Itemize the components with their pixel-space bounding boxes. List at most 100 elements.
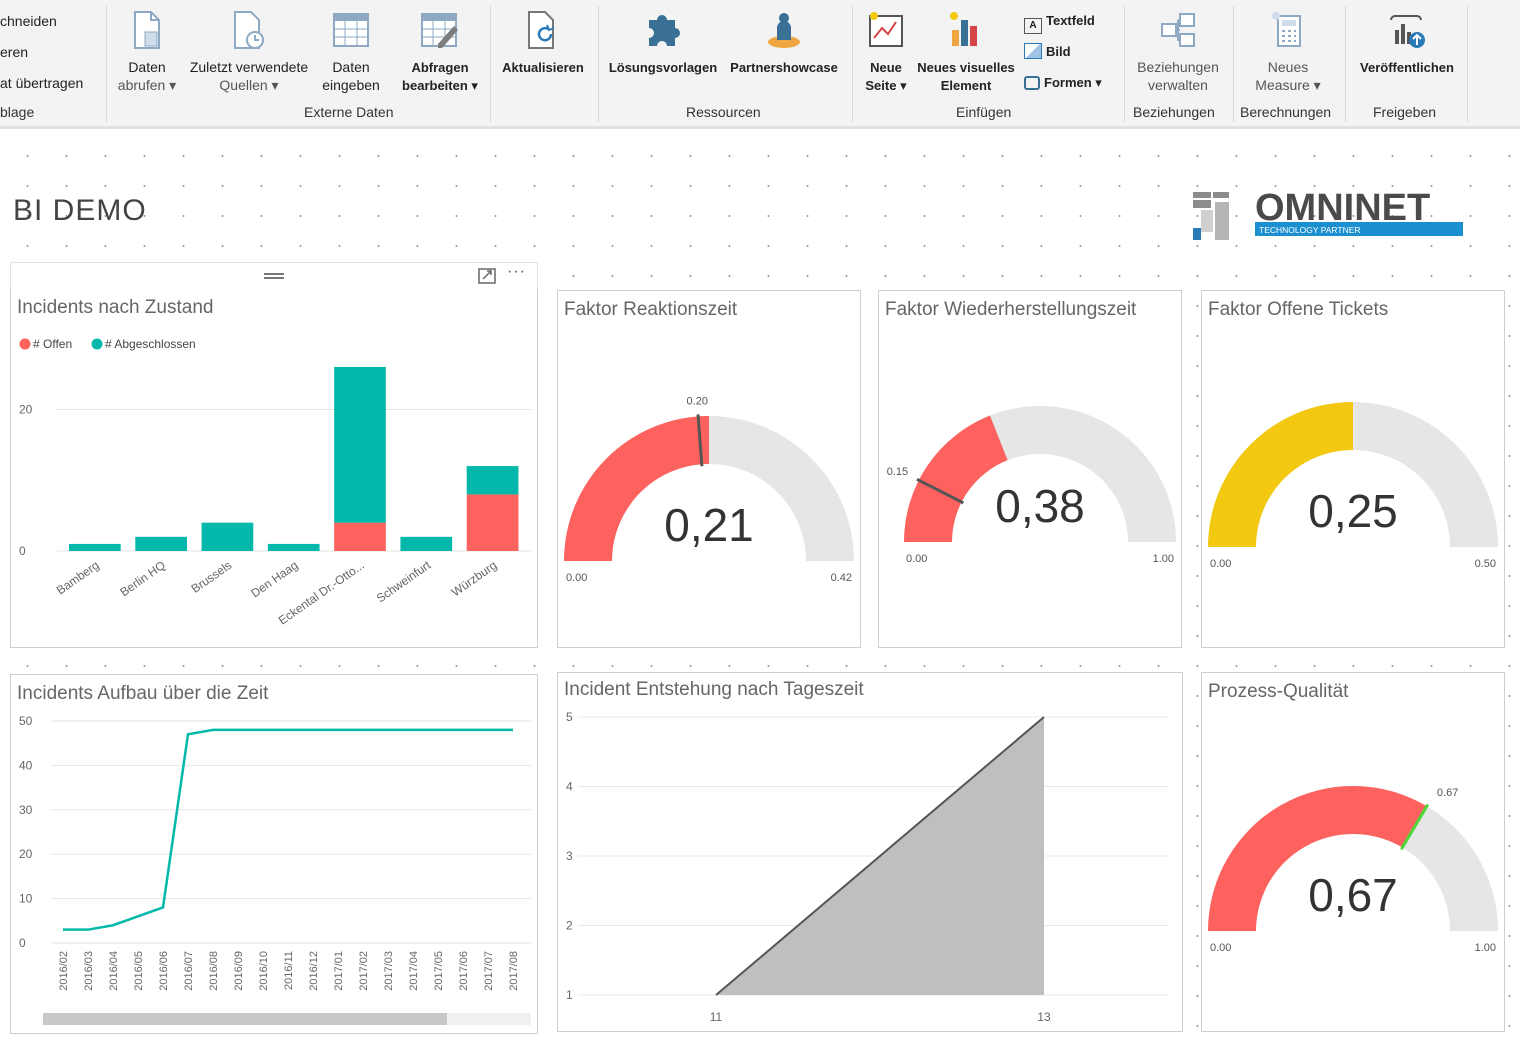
bar-segment <box>135 536 187 551</box>
gauge-max-label: 0.50 <box>1475 558 1496 570</box>
series-line <box>63 728 513 931</box>
new-visual-button[interactable]: Neues visuelles Element <box>914 10 1018 95</box>
refresh-button[interactable]: Aktualisieren <box>496 10 590 77</box>
refresh-icon <box>528 11 555 49</box>
x-tick-label: 2017/04 <box>408 951 420 991</box>
x-tick-label: 2017/01 <box>333 951 345 991</box>
scrollbar-thumb <box>43 1013 447 1025</box>
partner-showcase-button[interactable]: Partnershowcase <box>724 10 844 77</box>
publish-button[interactable]: Veröffentlichen <box>1352 10 1462 77</box>
calculator-icon <box>1272 12 1301 47</box>
x-tick-label: 2016/11 <box>283 951 295 990</box>
document-icon <box>134 11 160 49</box>
gauge-min-label: 0.00 <box>1210 558 1231 570</box>
bar-chart-canvas: # Offen # Abgeschlossen 0 20 Bamberg Berlin H… <box>19 337 531 628</box>
gauge-value-arc <box>564 416 709 561</box>
y-tick-label: 30 <box>19 803 33 817</box>
visual-header: ··· <box>10 262 538 289</box>
gauge-value-arc <box>1208 402 1353 547</box>
gauge-value-arc <box>904 415 1008 542</box>
incidents-by-time-of-day-chart[interactable]: Incident Entstehung nach Tageszeit 1 2 3 4 5… <box>557 672 1183 1032</box>
group-label-external-data: Externe Daten <box>304 104 394 120</box>
gauge-max-label: 0.42 <box>831 572 852 584</box>
drag-handle-icon[interactable] <box>264 273 284 275</box>
bar-segment <box>69 543 121 551</box>
x-tick-label: 11 <box>710 1010 723 1024</box>
group-label-relationships: Beziehungen <box>1133 104 1215 120</box>
logo-tagline: TECHNOLOGY PARTNER <box>1259 225 1361 235</box>
publish-icon <box>1390 15 1425 48</box>
manage-relationships-button[interactable]: Beziehungen verwalten <box>1130 10 1226 94</box>
x-tick-label: 2016/04 <box>108 951 120 991</box>
new-page-button[interactable]: Neue Seite ▾ <box>858 10 914 95</box>
x-tick-label: 2017/02 <box>358 951 370 991</box>
open-tickets-gauge[interactable]: Faktor Offene Tickets 0,25 0.00 0.50 <box>1201 290 1505 648</box>
omninet-logo: OMNINET TECHNOLOGY PARTNER <box>1193 188 1463 240</box>
solution-templates-button[interactable]: Lösungsvorlagen <box>604 10 722 77</box>
textbox-button[interactable]: A Textfeld <box>1024 12 1095 34</box>
image-button[interactable]: Bild <box>1024 43 1071 61</box>
copy-button[interactable]: eren <box>0 44 29 60</box>
gauge-canvas: 0.15 0,38 0.00 1.00 <box>887 406 1176 565</box>
gauge-min-label: 0.00 <box>1210 942 1231 954</box>
legend-marker <box>19 338 31 350</box>
y-tick-label: 10 <box>19 892 33 906</box>
cut-button[interactable]: chneiden <box>0 13 57 29</box>
y-tick-label: 50 <box>19 714 33 728</box>
gauge-value-arc <box>1208 786 1427 931</box>
gauge-canvas: 0,25 0.00 0.50 <box>1208 402 1498 570</box>
more-options-icon[interactable]: ··· <box>507 263 526 280</box>
restore-time-gauge[interactable]: Faktor Wiederherstellungszeit 0.15 0,38 0.… <box>878 290 1182 648</box>
ribbon: chneiden eren at übertragen blage Daten a… <box>0 0 1520 129</box>
bar-segment <box>400 536 453 551</box>
y-tick-label: 5 <box>566 710 573 724</box>
x-tick-label: 13 <box>1037 1010 1051 1024</box>
x-tick-label: 2017/03 <box>383 951 395 991</box>
gauge-title: Faktor Offene Tickets <box>1208 299 1389 320</box>
chart-title: Incidents nach Zustand <box>17 297 214 318</box>
shapes-button[interactable]: Formen ▾ <box>1024 74 1102 92</box>
new-measure-button[interactable]: Neues Measure ▾ <box>1240 10 1336 94</box>
legend-marker <box>91 338 103 350</box>
series-line <box>715 716 1045 996</box>
group-separator <box>106 6 107 122</box>
edit-queries-button[interactable]: Abfragen bearbeiten ▾ <box>394 10 486 95</box>
gauge-target-marker <box>1400 803 1430 850</box>
x-tick-label: 2017/07 <box>483 951 495 991</box>
group-label-resources: Ressourcen <box>686 104 761 120</box>
gauge-canvas: 0.20 0,21 0.00 0.42 <box>564 395 854 584</box>
chart-title: Incident Entstehung nach Tageszeit <box>564 679 864 700</box>
process-quality-gauge[interactable]: Prozess-Qualität 0.67 0,67 0.00 1.00 <box>1201 672 1505 1032</box>
report-title: BI DEMO <box>13 194 147 227</box>
gauge-target-label: 0.15 <box>887 466 908 478</box>
x-tick-label: Würzburg <box>449 558 500 599</box>
focus-mode-icon[interactable] <box>477 267 497 285</box>
enter-data-button[interactable]: Daten eingeben <box>316 10 386 94</box>
y-tick-label: 3 <box>566 849 573 863</box>
incidents-by-state-chart[interactable]: Incidents nach Zustand # Offen # Abgeschl… <box>10 288 538 648</box>
gauge-max-label: 1.00 <box>1475 942 1496 954</box>
x-tick-label: 2016/09 <box>233 951 245 991</box>
y-tick-label: 1 <box>566 988 573 1002</box>
group-label-share: Freigeben <box>1373 104 1437 120</box>
x-tick-label: Den Haag <box>248 558 300 600</box>
gauge-target-marker <box>916 478 965 505</box>
x-tick-label: Schweinfurt <box>374 558 434 606</box>
incidents-over-time-chart[interactable]: Incidents Aufbau über die Zeit 0 10 20 30 40… <box>10 674 538 1034</box>
recent-sources-button[interactable]: Zuletzt verwendete Quellen ▾ <box>182 10 316 94</box>
gauge-target-label: 0.20 <box>687 395 708 407</box>
gauge-value-label: 0,67 <box>1308 869 1398 921</box>
gauge-value-label: 0,25 <box>1308 485 1398 537</box>
y-tick-label: 20 <box>19 847 33 861</box>
image-icon <box>1024 43 1042 59</box>
logo-wordmark: OMNINET <box>1255 188 1430 229</box>
table-icon <box>333 13 369 47</box>
get-data-button[interactable]: Daten abrufen ▾ <box>112 10 182 94</box>
x-tick-label: 2017/06 <box>458 951 470 991</box>
format-painter-button[interactable]: at übertragen <box>0 75 84 91</box>
reaction-time-gauge[interactable]: Faktor Reaktionszeit 0.20 0,21 0.00 0.42 <box>557 290 861 648</box>
x-tick-label: Brussels <box>189 558 235 596</box>
group-separator <box>1233 6 1234 122</box>
gauge-value-label: 0,38 <box>995 480 1085 532</box>
y-tick-label: 40 <box>19 758 33 772</box>
